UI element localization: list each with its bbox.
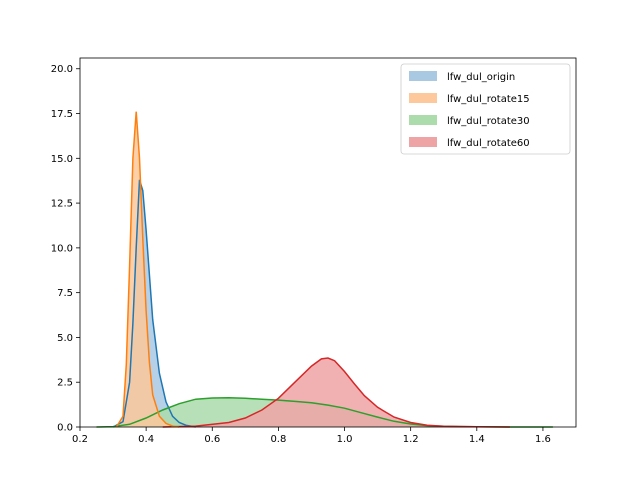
area-lfw_dul_rotate60 [162,358,510,427]
legend-label: lfw_dul_rotate60 [447,138,530,149]
y-tick-label: 2.5 [57,378,73,389]
x-tick-label: 1.4 [469,434,485,445]
legend-label: lfw_dul_origin [447,72,515,83]
axes: 0.2 0.4 0.6 0.8 1.0 1.2 1.4 1.6 0.0 2.5 5.0 7.5 10.0… [51,57,577,445]
legend-swatch-lfw_dul_origin [409,71,437,81]
y-tick-label: 10.0 [51,243,73,254]
y-tick-label: 12.5 [51,199,73,210]
y-tick-label: 20.0 [51,64,73,75]
x-tick-label: 1.6 [535,434,551,445]
legend-label: lfw_dul_rotate15 [447,94,530,105]
legend-swatch-lfw_dul_rotate30 [409,115,437,125]
line-lfw_dul_rotate15 [115,111,180,428]
line-lfw_dul_origin [112,179,196,428]
x-tick-label: 0.4 [138,434,154,445]
legend-label: lfw_dul_rotate30 [447,116,530,127]
x-tick-label: 0.2 [72,434,88,445]
x-tick-label: 0.6 [204,434,220,445]
x-tick-label: 0.8 [270,434,286,445]
y-tick-label: 5.0 [57,333,73,344]
legend-swatch-lfw_dul_rotate15 [409,93,437,103]
x-tick-label: 1.0 [337,434,353,445]
y-tick-label: 15.0 [51,154,73,165]
y-tick-label: 17.5 [51,109,73,120]
series-areas [96,111,553,427]
x-tick-label: 1.2 [403,434,419,445]
line-lfw_dul_rotate60 [162,357,510,428]
y-tick-label: 7.5 [57,288,73,299]
legend-swatch-lfw_dul_rotate60 [409,137,437,147]
legend-box [400,63,571,155]
legend: lfw_dul_origin lfw_dul_rotate15 lfw_dul_ro… [400,63,571,155]
series-lines [96,111,553,428]
y-tick-label: 0.0 [57,423,73,434]
plot-frame [79,57,577,428]
